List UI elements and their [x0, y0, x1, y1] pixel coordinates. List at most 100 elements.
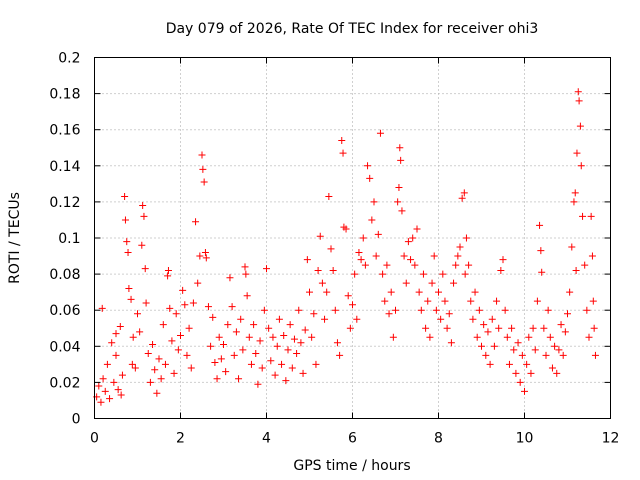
y-tick-label: 0	[72, 412, 81, 428]
data-point	[364, 162, 372, 170]
data-point	[103, 360, 111, 368]
data-point	[196, 252, 204, 260]
data-point	[185, 324, 193, 332]
data-point	[159, 321, 167, 329]
data-point	[484, 328, 492, 336]
data-point	[590, 324, 598, 332]
data-point	[548, 364, 556, 372]
data-point	[101, 387, 109, 395]
y-tick-label: 0.12	[49, 195, 80, 211]
data-point	[587, 212, 595, 220]
data-point	[164, 272, 172, 280]
y-tick-label: 0.04	[49, 339, 80, 355]
data-point	[256, 337, 264, 345]
data-point	[359, 234, 367, 242]
data-point	[144, 350, 152, 358]
data-point	[505, 360, 513, 368]
data-point	[495, 324, 503, 332]
data-point	[555, 346, 563, 354]
data-point	[121, 192, 129, 200]
y-axis-title: ROTI / TECUs	[7, 192, 23, 284]
data-point	[577, 162, 585, 170]
data-point	[419, 270, 427, 278]
y-tick-label: 0.06	[49, 303, 80, 319]
y-tick-label: 0.1	[58, 231, 80, 247]
data-point	[142, 299, 150, 307]
data-point	[166, 304, 174, 312]
chart-title: Day 079 of 2026, Rate Of TEC Index for r…	[166, 21, 539, 37]
data-point	[278, 360, 286, 368]
data-point	[323, 288, 331, 296]
data-point	[198, 151, 206, 159]
data-point	[124, 248, 132, 256]
y-tick-label: 0.18	[49, 87, 80, 103]
data-point	[118, 371, 126, 379]
data-point	[443, 324, 451, 332]
data-point	[357, 256, 365, 264]
data-point	[316, 232, 324, 240]
data-point	[478, 342, 485, 350]
data-point	[579, 212, 587, 220]
data-point	[514, 339, 522, 347]
data-point	[134, 310, 141, 318]
data-point	[537, 247, 545, 255]
data-point	[295, 306, 303, 314]
data-point	[490, 342, 498, 350]
data-point	[232, 328, 240, 336]
data-point	[576, 122, 584, 130]
data-point	[462, 234, 470, 242]
data-point	[172, 310, 180, 318]
data-point	[445, 310, 453, 318]
data-point	[327, 245, 335, 253]
data-point	[570, 198, 578, 206]
data-point	[409, 234, 417, 242]
data-point	[510, 346, 518, 354]
data-point	[263, 265, 270, 273]
data-point	[242, 270, 250, 278]
data-point	[349, 301, 356, 309]
data-point	[559, 351, 567, 359]
data-point	[591, 351, 599, 359]
data-point	[400, 252, 408, 260]
data-point	[473, 333, 481, 341]
data-point	[235, 375, 243, 383]
data-point	[454, 252, 462, 260]
data-point	[430, 252, 438, 260]
data-point	[339, 149, 347, 157]
grid-lines	[94, 57, 611, 419]
data-point	[575, 97, 583, 105]
data-point	[220, 340, 227, 348]
data-point	[523, 360, 531, 368]
data-point	[312, 360, 320, 368]
data-point	[112, 351, 120, 359]
data-point	[239, 346, 247, 354]
data-point	[325, 192, 333, 200]
data-point	[417, 306, 425, 314]
data-point	[452, 261, 460, 269]
data-point	[447, 339, 455, 347]
y-tick-label: 0.16	[49, 123, 80, 139]
data-points	[93, 88, 599, 406]
data-point	[280, 331, 288, 339]
data-point	[351, 270, 359, 278]
data-point	[222, 368, 230, 376]
data-point	[149, 340, 157, 348]
data-point	[125, 285, 133, 293]
data-point	[98, 304, 106, 312]
data-point	[258, 364, 266, 372]
data-point	[379, 270, 387, 278]
data-point	[460, 189, 468, 197]
data-point	[512, 369, 520, 377]
x-tick-label: 8	[434, 431, 443, 447]
data-point	[376, 129, 384, 137]
data-point	[271, 371, 279, 379]
data-point	[282, 377, 290, 385]
data-point	[299, 369, 307, 377]
data-point	[141, 265, 149, 273]
data-point	[370, 198, 378, 206]
data-point	[394, 198, 402, 206]
data-point	[106, 395, 114, 403]
data-point	[200, 178, 208, 186]
data-point	[413, 225, 421, 233]
